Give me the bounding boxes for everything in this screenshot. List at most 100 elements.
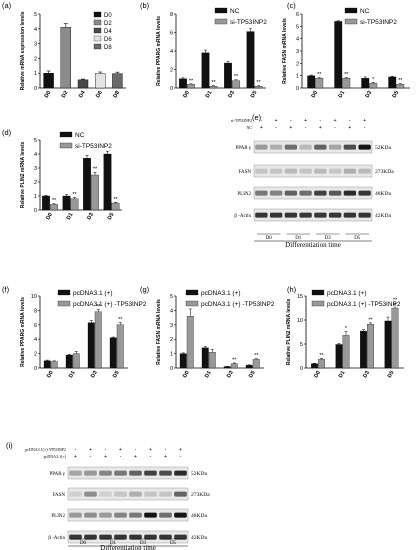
y-tick-label: 2 xyxy=(34,180,37,186)
protein-band xyxy=(255,212,268,218)
y-tick-label: 3 xyxy=(34,42,37,48)
y-tick-label: 0 xyxy=(170,366,173,372)
bar xyxy=(103,153,112,211)
condition-mark: - xyxy=(75,447,77,453)
x-tick-label: D0 xyxy=(313,370,322,379)
legend-label: D4 xyxy=(104,29,112,35)
x-tick-label: D6 xyxy=(95,90,104,99)
legend-swatch xyxy=(311,289,325,296)
bar xyxy=(245,364,253,369)
condition-mark: + xyxy=(260,125,263,131)
x-tick-label: D1 xyxy=(338,90,347,99)
x-tick-label: D1 xyxy=(66,212,75,221)
bar xyxy=(361,77,370,89)
significance-mark: ** xyxy=(344,72,349,78)
protein-band xyxy=(114,512,127,518)
condition-mark: - xyxy=(364,125,366,131)
protein-band xyxy=(129,491,142,497)
condition-mark: - xyxy=(180,454,182,460)
y-tick-label: 1 xyxy=(34,71,37,77)
protein-band xyxy=(314,168,327,174)
protein-band xyxy=(159,512,172,518)
legend-swatch xyxy=(93,27,102,34)
condition-mark: - xyxy=(120,454,122,460)
bar xyxy=(50,361,58,369)
chart-panel-f: (f) 0 2 4 6 8 10 Relative PPARG mRNA levels D0 D1… xyxy=(2,285,147,379)
bar xyxy=(318,359,325,369)
protein-band xyxy=(328,190,342,196)
protein-band xyxy=(299,212,312,218)
protein-band xyxy=(174,534,187,540)
condition-label: pcDNA3.1(+) xyxy=(44,454,67,459)
y-tick-label: 6 xyxy=(170,31,173,37)
significance-mark: ** xyxy=(96,304,101,310)
bar xyxy=(223,366,231,369)
protein-band xyxy=(328,168,342,174)
condition-mark: - xyxy=(275,125,277,131)
protein-label: PPAR γ xyxy=(49,472,65,477)
protein-band xyxy=(255,190,268,196)
protein-label: β -Actin xyxy=(48,536,65,541)
bar xyxy=(252,359,260,369)
bar xyxy=(43,360,51,369)
protein-size-label: 52KDa xyxy=(375,145,391,151)
y-tick-label: 4 xyxy=(34,337,37,343)
protein-size-label: 48KDa xyxy=(375,191,391,197)
panel-label: (d) xyxy=(2,128,12,137)
bar xyxy=(87,322,95,369)
legend-label: NC xyxy=(230,8,240,15)
y-tick-label: 2 xyxy=(34,352,37,358)
protein-band xyxy=(84,470,97,476)
significance-mark: ** xyxy=(118,317,123,323)
protein-band xyxy=(84,491,97,497)
condition-mark: - xyxy=(320,118,322,124)
x-tick-label: D0 xyxy=(182,90,191,99)
legend-swatch xyxy=(214,7,228,14)
protein-band xyxy=(129,512,142,518)
blot-strip xyxy=(253,186,373,200)
condition-mark: + xyxy=(89,447,92,453)
bar xyxy=(367,324,374,369)
protein-band xyxy=(84,512,97,518)
protein-band xyxy=(99,491,112,497)
y-axis-label: Relative FASN mRNA levels xyxy=(282,18,288,84)
protein-band xyxy=(314,212,327,218)
condition-label: si-TP53INP2 xyxy=(231,118,252,123)
bar xyxy=(116,324,124,369)
protein-band xyxy=(255,144,268,150)
condition-mark: + xyxy=(363,118,366,124)
y-tick-label: 6 xyxy=(34,323,37,329)
condition-mark: - xyxy=(150,454,152,460)
protein-band xyxy=(343,144,357,150)
condition-mark: + xyxy=(134,454,137,460)
protein-band xyxy=(99,534,112,540)
legend-label: si-TP53INP2 xyxy=(230,19,267,26)
protein-size-label: 52KDa xyxy=(191,471,207,477)
protein-band xyxy=(269,190,283,196)
y-axis-label: Relative PLIN2 mRNA levels xyxy=(286,299,292,366)
condition-mark: - xyxy=(165,447,167,453)
bar xyxy=(384,320,392,369)
blot-strip xyxy=(67,466,189,480)
x-axis-label: Differentiation time xyxy=(285,241,341,249)
condition-label: NC xyxy=(246,125,252,130)
bar xyxy=(230,363,238,369)
y-tick-label: 0 xyxy=(296,86,299,92)
protein-band xyxy=(284,190,298,196)
group-label: D5 xyxy=(354,236,361,241)
protein-band xyxy=(114,470,127,476)
legend-swatch xyxy=(59,131,73,138)
chart-panel-h: (h) 0 5 10 15 Relative PLIN2 mRNA levels ** D0 *… xyxy=(286,285,404,379)
bar xyxy=(43,72,54,89)
bar xyxy=(201,52,210,89)
protein-band xyxy=(69,491,82,497)
protein-band xyxy=(299,190,312,196)
legend-swatch xyxy=(344,7,358,14)
y-tick-label: 5 xyxy=(296,24,299,30)
condition-mark: - xyxy=(334,125,336,131)
bar xyxy=(342,335,350,369)
bar xyxy=(94,73,106,89)
x-tick-label: D3 xyxy=(86,212,95,221)
y-tick-label: 10 xyxy=(297,318,303,324)
blot-strip xyxy=(67,530,189,544)
